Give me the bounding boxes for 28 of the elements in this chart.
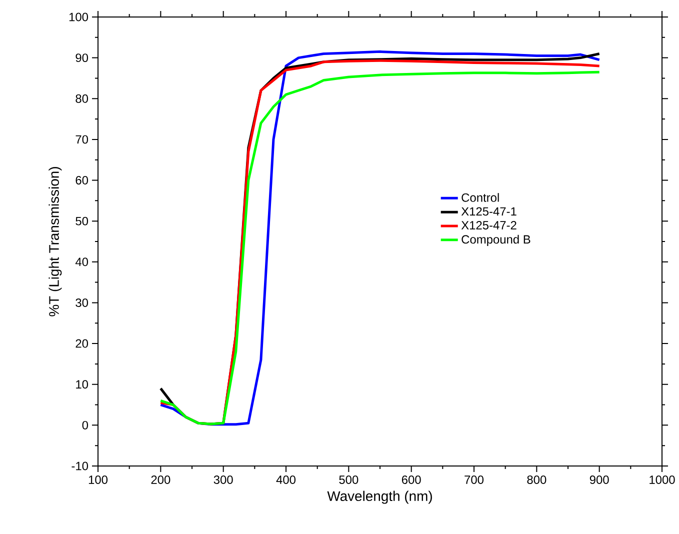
legend-label: Control — [462, 193, 499, 202]
x-tick-label: 300 — [214, 476, 233, 484]
y-tick-label: 0 — [82, 420, 88, 430]
legend-label: Compound B — [462, 234, 530, 246]
x-tick-label: 400 — [276, 476, 296, 484]
x-tick-label: 600 — [402, 476, 421, 484]
y-tick-label: 50 — [76, 216, 88, 226]
y-axis-title: %T (Light Transmission) — [48, 167, 62, 316]
y-tick-label: 90 — [76, 54, 88, 62]
y-tick-label: 10 — [76, 380, 88, 389]
x-tick-label: 200 — [151, 476, 170, 484]
y-tick-label: 60 — [76, 176, 88, 184]
y-tick-label: 30 — [76, 298, 88, 307]
x-tick-label: 500 — [339, 476, 358, 484]
x-tick-label: 900 — [590, 476, 609, 484]
legend-label: X125-47-1 — [461, 207, 516, 216]
x-axis-title: Wavelength (nm) — [327, 490, 432, 504]
y-tick-label: 80 — [76, 94, 88, 103]
x-tick-label: 700 — [464, 476, 484, 484]
y-tick-label: -10 — [72, 462, 88, 470]
y-tick-label: 100 — [69, 12, 88, 22]
legend-label: X125-47-2 — [461, 221, 516, 230]
x-tick-label: 1000 — [650, 476, 675, 484]
y-tick-label: 20 — [76, 339, 88, 348]
x-tick-label: 100 — [88, 476, 108, 484]
x-tick-label: 800 — [527, 476, 546, 484]
y-tick-label: 40 — [75, 258, 88, 266]
y-tick-label: 70 — [76, 135, 88, 144]
